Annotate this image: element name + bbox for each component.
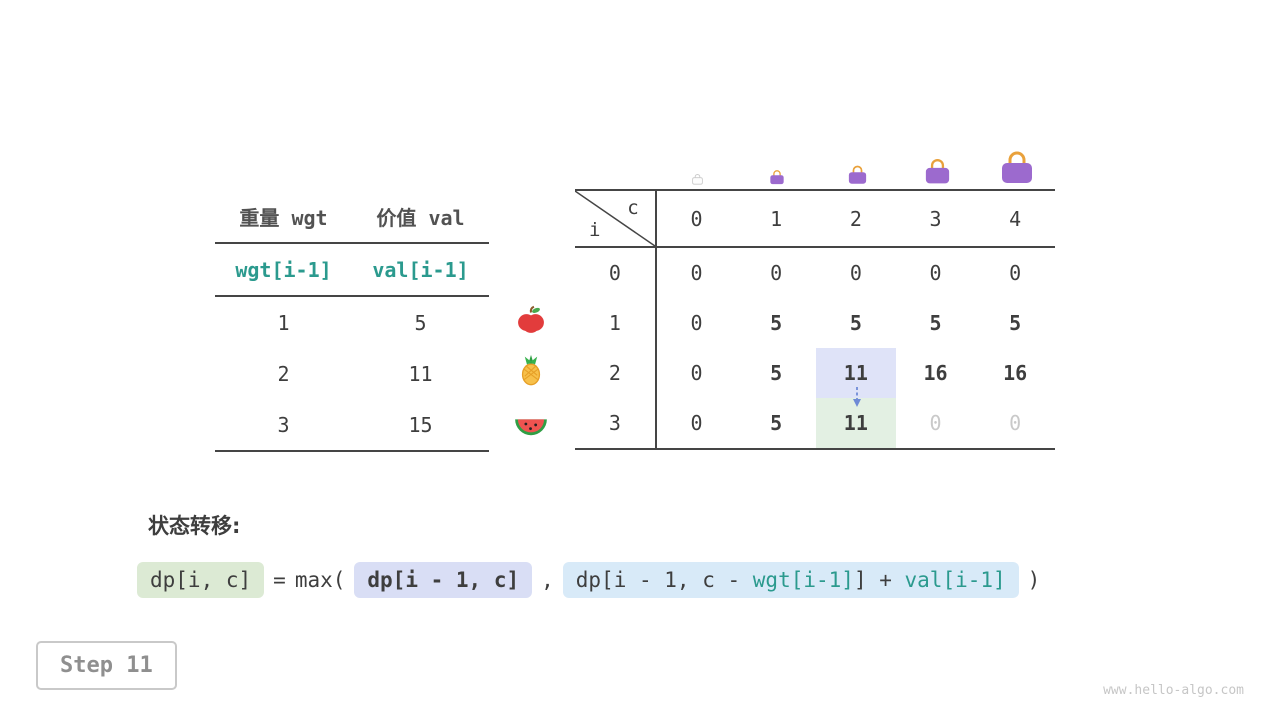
dp-cell: 0	[690, 411, 703, 435]
item-1-value: 5	[414, 310, 427, 335]
step-indicator: Step 11	[36, 641, 177, 690]
item-3-value: 15	[408, 412, 433, 437]
formula-take-prefix: dp[i - 1, c -	[575, 568, 753, 592]
bag-icon-capacity-0	[657, 132, 737, 185]
dp-row-header: 3	[575, 398, 657, 448]
formula-take-val: val[i-1]	[904, 568, 1006, 592]
dp-cell-pending: 0	[1009, 411, 1022, 435]
dp-cell-current: 11	[816, 398, 896, 448]
corner-row-label: i	[589, 219, 601, 241]
item-table-header-value: 价值 val	[376, 205, 465, 230]
watermelon-icon	[514, 407, 548, 441]
apple-icon	[514, 303, 548, 337]
item-2-weight: 2	[277, 361, 290, 386]
corner-col-label: c	[627, 197, 639, 219]
dp-cell: 5	[849, 311, 862, 335]
dp-row-header: 0	[575, 248, 657, 298]
dp-cell: 0	[690, 311, 703, 335]
state-transition-formula: dp[i, c] = max( dp[i - 1, c] , dp[i - 1,…	[137, 562, 1040, 598]
transition-arrow-icon	[850, 386, 864, 412]
formula-close-paren: )	[1027, 568, 1041, 592]
formula-max-open: max(	[294, 568, 346, 592]
dp-cell: 5	[770, 411, 783, 435]
dp-corner-cell: c i	[575, 191, 657, 246]
formula-comma: ,	[541, 568, 554, 592]
item-2-value: 11	[408, 361, 433, 386]
dp-row-2: 2 0 5 11 16 16	[575, 348, 1055, 398]
bag-icon-capacity-1	[737, 132, 817, 185]
item-row-3: 3 15	[215, 399, 489, 452]
formula-take-mid: ] +	[853, 568, 905, 592]
dp-header-row: c i 0 1 2 3 4	[575, 191, 1055, 248]
step-label: Step 11	[60, 653, 153, 678]
dp-col-header: 1	[770, 206, 783, 231]
bag-icon-capacity-3	[897, 132, 977, 185]
bag-icon-capacity-2	[817, 132, 897, 185]
dp-cell: 0	[929, 261, 942, 285]
item-1-weight: 1	[277, 310, 290, 335]
capacity-bag-row	[657, 132, 1057, 185]
formula-option-keep: dp[i - 1, c]	[354, 562, 533, 598]
dp-cell: 5	[1009, 311, 1022, 335]
item-table-subheader-row: wgt[i-1] val[i-1]	[215, 244, 489, 297]
dp-col-header: 4	[1009, 206, 1022, 231]
formula-option-take: dp[i - 1, c - wgt[i-1]] + val[i-1]	[562, 562, 1019, 598]
formula-take-wgt: wgt[i-1]	[752, 568, 854, 592]
dp-cell-source: 11	[816, 348, 896, 398]
formula-equals: =	[273, 568, 286, 592]
item-row-2: 2 11	[215, 348, 489, 399]
item-table-sub-val: val[i-1]	[372, 257, 469, 282]
item-row-1: 1 5	[215, 297, 489, 348]
item-table-sub-wgt: wgt[i-1]	[235, 257, 332, 282]
dp-row-header: 1	[575, 298, 657, 348]
dp-cell: 0	[690, 361, 703, 385]
dp-row-0: 0 0 0 0 0 0	[575, 248, 1055, 298]
dp-cell: 5	[770, 311, 783, 335]
watermark: www.hello-algo.com	[1103, 683, 1244, 698]
dp-row-3: 3 0 5 11 0 0	[575, 398, 1055, 450]
dp-cell: 0	[770, 261, 783, 285]
dp-cell: 5	[929, 311, 942, 335]
dp-table: c i 0 1 2 3 4 0 0 0 0 0 0 1 0 5 5 5 5 2	[575, 189, 1055, 450]
dp-col-header: 2	[849, 206, 862, 231]
dp-cell: 0	[1009, 261, 1022, 285]
bag-icon-capacity-4	[977, 132, 1057, 185]
dp-cell: 16	[1003, 361, 1028, 385]
dp-row-1: 1 0 5 5 5 5	[575, 298, 1055, 348]
dp-cell: 16	[923, 361, 948, 385]
diagonal-divider	[575, 191, 655, 246]
dp-cell: 0	[690, 261, 703, 285]
item-3-weight: 3	[277, 412, 290, 437]
dp-cell: 0	[849, 261, 862, 285]
dp-col-header: 3	[929, 206, 942, 231]
dp-col-header: 0	[690, 206, 703, 231]
dp-cell: 5	[770, 361, 783, 385]
formula-dp-current: dp[i, c]	[137, 562, 265, 598]
dp-row-header: 2	[575, 348, 657, 398]
state-transition-label: 状态转移:	[148, 514, 241, 538]
item-table-header-weight: 重量 wgt	[239, 205, 328, 230]
item-table-header-row: 重量 wgt 价值 val	[215, 190, 489, 244]
pineapple-icon	[514, 353, 548, 387]
item-table: 重量 wgt 价值 val wgt[i-1] val[i-1] 1 5 2 11…	[215, 190, 489, 452]
dp-cell-pending: 0	[929, 411, 942, 435]
